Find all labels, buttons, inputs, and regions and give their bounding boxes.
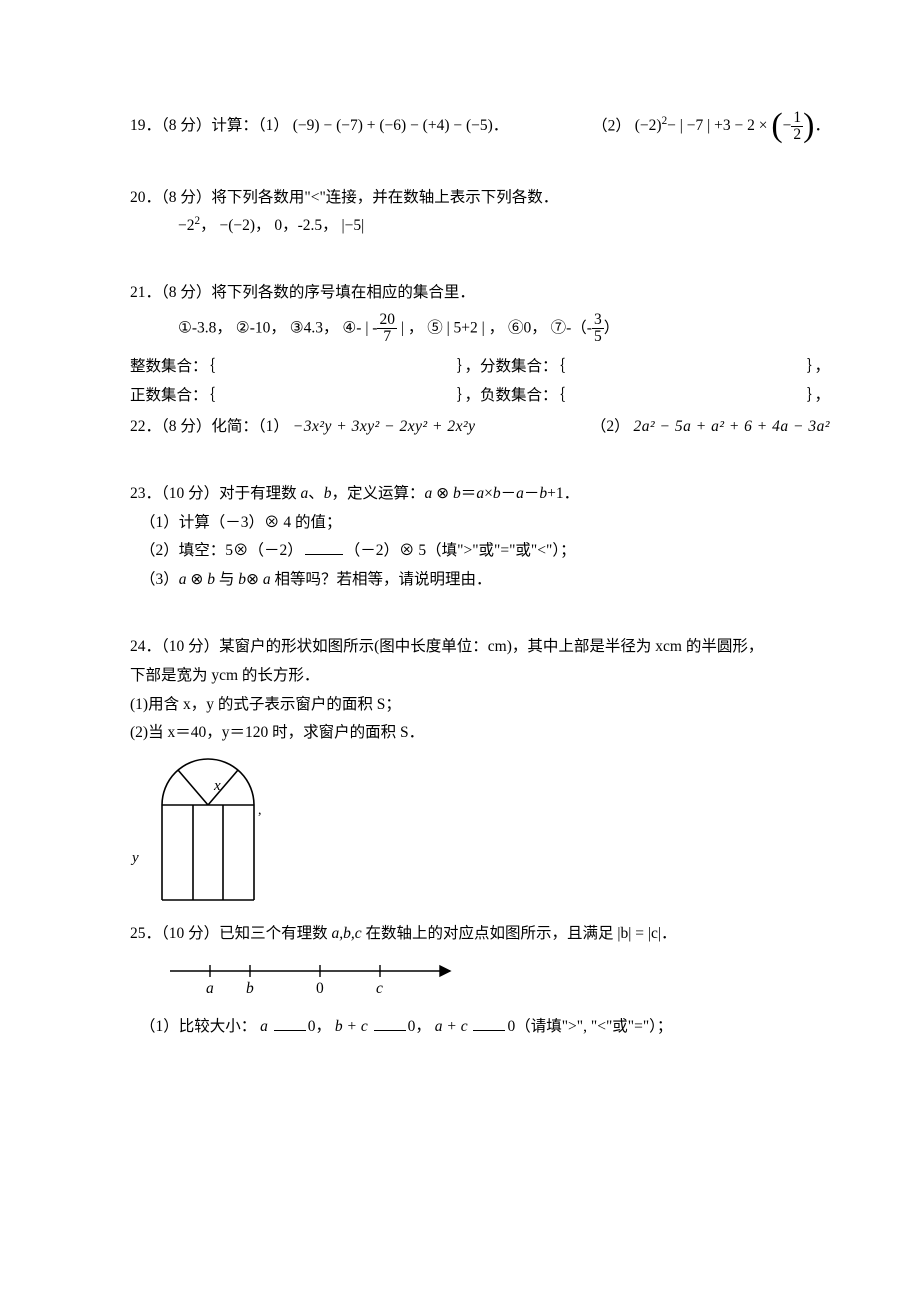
window-figure-icon [130,750,280,910]
q24-y-label: y [132,846,139,870]
q25-nl-b: b [246,977,254,1002]
q24-comma: , [258,800,262,822]
q23-line2: （1）计算（－3）⊗ 4 的值； [130,511,830,536]
page: 19．（8 分）计算：（1） (−9) − (−7) + (−6) − (+4)… [0,0,920,1302]
question-25: 25．（10 分）已知三个有理数 a,b,c 在数轴上的对应点如图所示，且满足 … [130,922,830,1040]
q21-set-row1: 整数集合：｛ ｝，分数集合：｛ ｝， [130,355,830,380]
q23-line4: （3）a ⊗ b 与 b⊗ a 相等吗？若相等，请说明理由． [130,568,830,593]
q22-part2: （2） 2a² − 5a + a² + 6 + 4a − 3a² [591,415,830,440]
q25-line3: （1）比较大小： a 0， b + c 0， a + c 0（请填">", "<… [130,1015,830,1040]
q23-line3: （2）填空：5⊗（－2）（－2）⊗ 5（填">"或"="或"<"）； [130,539,830,564]
q24-line3: (1)用含 x，y 的式子表示窗户的面积 S； [130,693,830,718]
question-22: 22．（8 分）化简：（1） −3x²y + 3xy² − 2xy² + 2x²… [130,415,830,440]
q24-x-label: x [214,774,221,798]
question-24: 24．（10 分）某窗户的形状如图所示(图中长度单位：cm)，其中上部是半径为 … [130,635,830,910]
q19-part2: （2） (−2)2− | −7 | +3 − 2 × (−12)． [592,110,830,144]
q19-expr1: (−9) − (−7) + (−6) − (+4) − (−5)． [293,117,509,134]
q22-part1: 22．（8 分）化简：（1） −3x²y + 3xy² − 2xy² + 2x²… [130,415,475,440]
q25-blank3 [473,1015,505,1031]
q25-line1: 25．（10 分）已知三个有理数 a,b,c 在数轴上的对应点如图所示，且满足 … [130,922,830,947]
q25-blank2 [374,1015,406,1031]
q22-expr2: 2a² − 5a + a² + 6 + 4a − 3a² [634,418,831,435]
q21-set-pos-label: 正数集合：｛ [130,384,215,409]
q20-line1: 20．（8 分）将下列各数用"<"连接，并在数轴上表示下列各数． [130,186,830,211]
q20-line2: −22， −(−2)， 0，-2.5， |−5| [130,214,830,239]
q24-line4: (2)当 x＝40，y＝120 时，求窗户的面积 S． [130,721,830,746]
q25-number-line: a b 0 c [150,953,830,1001]
q24-line2: 下部是宽为 ycm 的长方形． [130,664,830,689]
q21-set-neg-label: 负数集合：｛ [480,387,565,404]
q25-blank1 [274,1015,306,1031]
number-line-icon [150,953,470,1001]
q24-figure: x y , [130,750,280,910]
q21-line1: 21．（8 分）将下列各数的序号填在相应的集合里． [130,281,830,306]
q23-line1: 23．（10 分）对于有理数 a、b，定义运算：a ⊗ b＝a×b－a－b+1． [130,482,830,507]
q21-set-frac-label: 分数集合：｛ [480,358,565,375]
q25-nl-a: a [206,977,214,1002]
q25-nl-c: c [376,977,383,1002]
q23-blank [305,540,343,556]
q25-nl-0: 0 [316,977,324,1002]
q24-line1: 24．（10 分）某窗户的形状如图所示(图中长度单位：cm)，其中上部是半径为 … [130,635,830,660]
question-23: 23．（10 分）对于有理数 a、b，定义运算：a ⊗ b＝a×b－a－b+1．… [130,482,830,593]
q22-expr1: −3x²y + 3xy² − 2xy² + 2x²y [293,418,476,435]
q21-set-int-label: 整数集合：｛ [130,355,215,380]
q21-items: ①-3.8， ②-10， ③4.3， ④- | -207 | ， ⑤ | 5+2… [130,312,830,346]
q19-part1: 19．（8 分）计算：（1） (−9) − (−7) + (−6) − (+4)… [130,114,508,139]
question-20: 20．（8 分）将下列各数用"<"连接，并在数轴上表示下列各数． −22， −(… [130,186,830,240]
q21-set-row2: 正数集合：｛ ｝，负数集合：｛ ｝， [130,384,830,409]
question-21: 21．（8 分）将下列各数的序号填在相应的集合里． ①-3.8， ②-10， ③… [130,281,830,409]
question-19: 19．（8 分）计算：（1） (−9) − (−7) + (−6) − (+4)… [130,110,830,144]
